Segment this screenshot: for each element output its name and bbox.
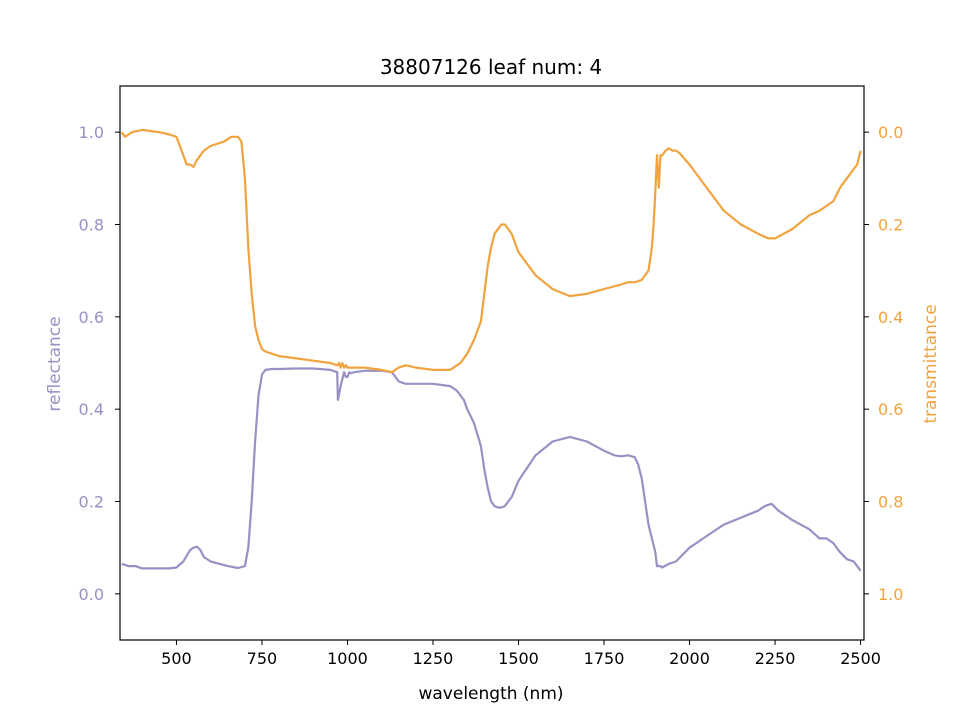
x-axis-label: wavelength (nm)	[418, 684, 563, 704]
x-tick-label: 1500	[498, 649, 539, 668]
chart-title: 38807126 leaf num: 4	[380, 55, 602, 79]
x-tick-label: 1250	[413, 649, 454, 668]
x-tick-label: 2250	[755, 649, 796, 668]
y-left-tick-label: 0.0	[79, 585, 104, 604]
y-axis-left-label: reflectance	[45, 316, 65, 411]
x-tick-label: 2500	[840, 649, 881, 668]
plot-area	[120, 128, 862, 572]
y-left-tick-label: 0.6	[79, 308, 104, 327]
y-left-tick-label: 0.4	[79, 400, 104, 419]
y-left-tick-label: 0.8	[79, 216, 104, 235]
y-axis-left: 0.0 0.2 0.4 0.6 0.8 1.0	[79, 123, 120, 604]
x-axis: 500 750 1000 1250 1500 1750 2000 2250 2500	[161, 640, 881, 668]
series-line-transmittance	[120, 128, 862, 374]
y-axis-right-label: transmittance	[921, 304, 941, 423]
x-tick-label: 1000	[327, 649, 368, 668]
x-tick-label: 1750	[584, 649, 625, 668]
y-axis-right: 0.0 0.2 0.4 0.6 0.8 1.0	[864, 123, 903, 604]
x-tick-label: 500	[161, 649, 192, 668]
y-right-tick-label: 1.0	[878, 585, 903, 604]
plot-frame	[119, 85, 865, 641]
x-tick-label: 2000	[669, 649, 710, 668]
x-tick-label: 750	[247, 649, 278, 668]
y-left-tick-label: 1.0	[79, 123, 104, 142]
y-left-tick-label: 0.2	[79, 493, 104, 512]
y-right-tick-label: 0.4	[878, 308, 903, 327]
y-right-tick-label: 0.2	[878, 216, 903, 235]
y-right-tick-label: 0.6	[878, 400, 903, 419]
series-line-reflectance	[121, 367, 862, 572]
y-right-tick-label: 0.8	[878, 493, 903, 512]
y-right-tick-label: 0.0	[878, 123, 903, 142]
